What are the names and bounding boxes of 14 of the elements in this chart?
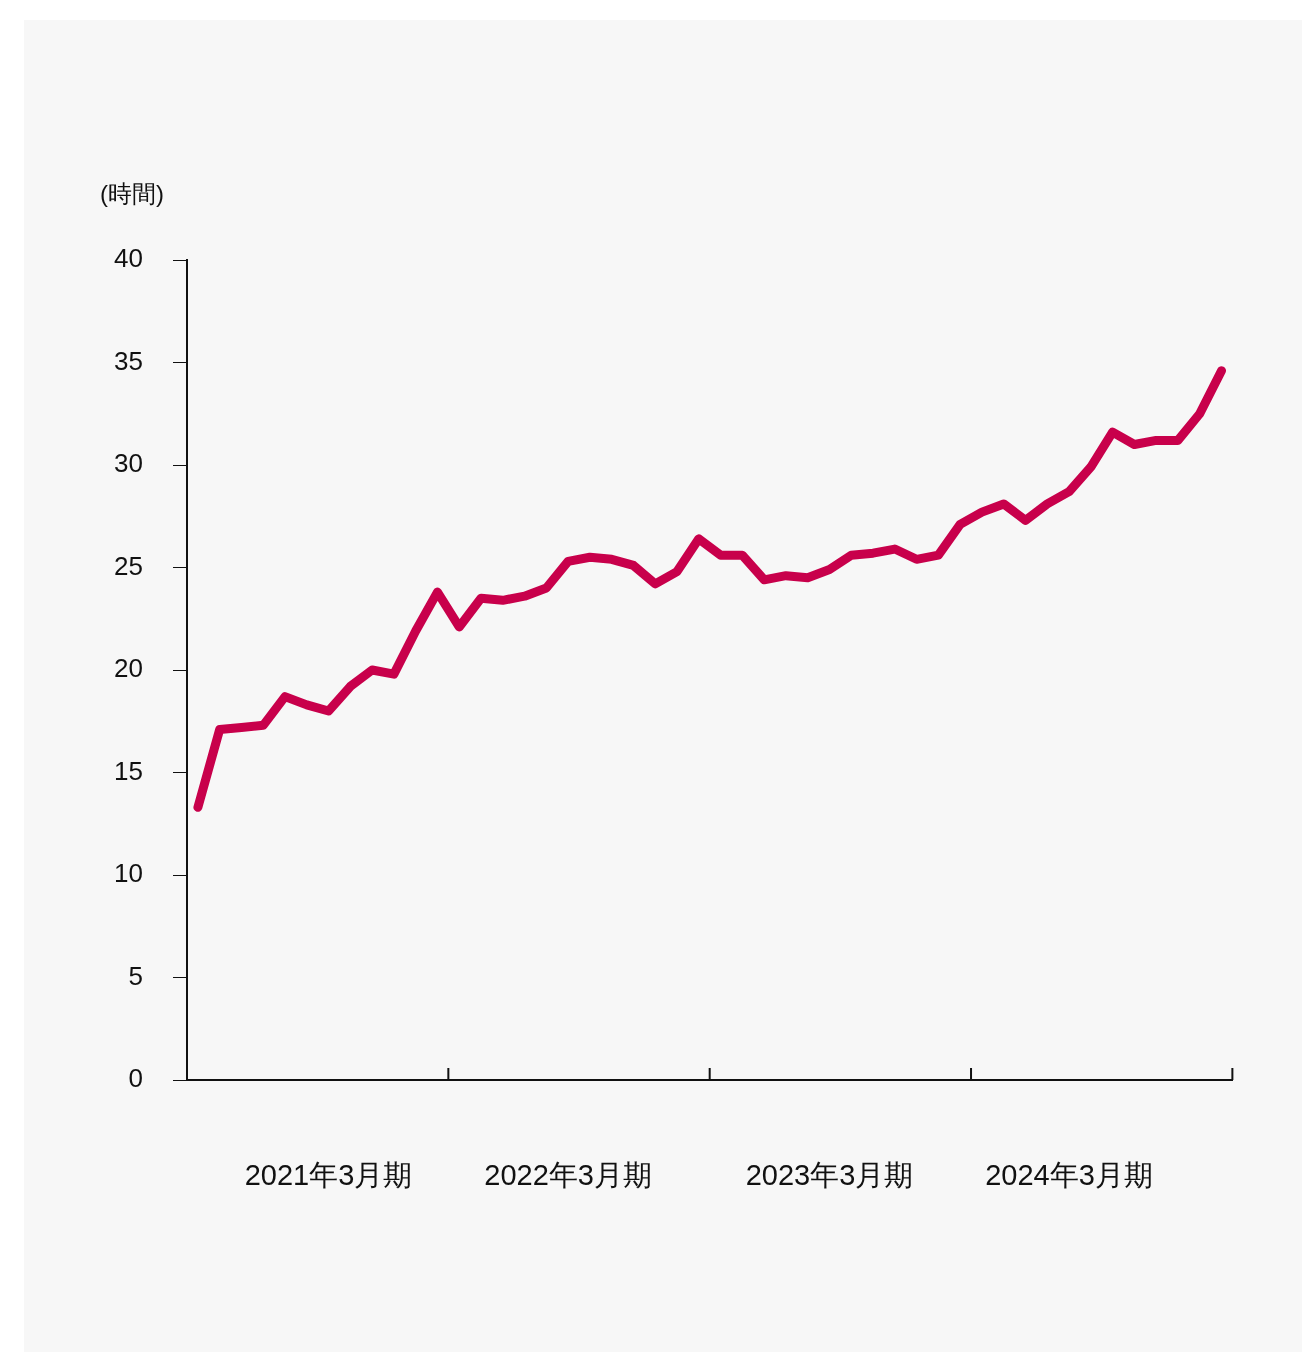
y-tick-label: 5	[128, 960, 143, 991]
y-tick-label: 30	[114, 448, 143, 479]
y-tick-label: 20	[114, 653, 143, 684]
x-tick-label: 2024年3月期	[985, 1159, 1153, 1192]
y-tick-label: 40	[114, 243, 143, 274]
x-tick-label: 2021年3月期	[244, 1159, 413, 1192]
y-tick-label: 0	[128, 1063, 143, 1094]
y-tick-label: 10	[114, 858, 143, 889]
x-tick-label: 2022年3月期	[484, 1159, 652, 1192]
y-tick-label: 35	[114, 345, 143, 376]
x-tick-label: 2023年3月期	[745, 1159, 914, 1192]
y-tick-label: 25	[114, 550, 143, 581]
y-axis-title: (時間)	[100, 179, 164, 207]
y-tick-label: 15	[114, 755, 143, 786]
